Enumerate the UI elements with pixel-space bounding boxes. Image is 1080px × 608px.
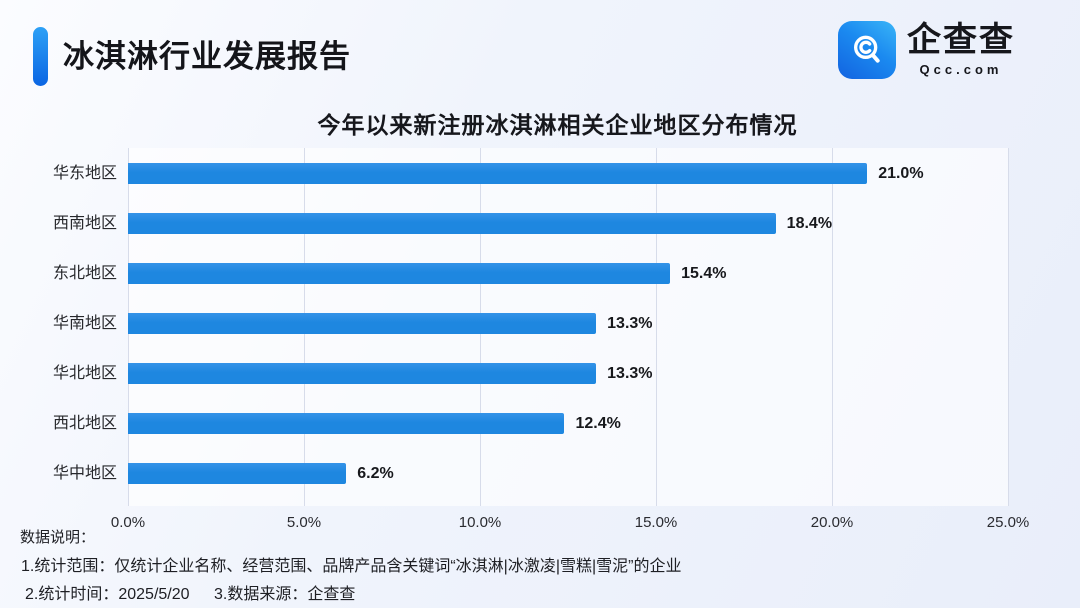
qcc-logo: 企查查 Qcc.com xyxy=(838,21,1015,79)
bar-value-label: 6.2% xyxy=(357,465,394,482)
x-tick-label: 15.0% xyxy=(634,514,678,531)
x-tick-label: 25.0% xyxy=(986,514,1030,531)
grid-line xyxy=(1008,148,1009,506)
data-note-2: 2.统计时间：2025/5/20 3.数据来源：企查查 xyxy=(25,580,355,604)
bar-category-label: 东北地区 xyxy=(52,265,117,282)
bar-category-label: 西北地区 xyxy=(52,415,117,432)
x-tick-label: 0.0% xyxy=(110,514,146,531)
bar xyxy=(128,213,776,234)
data-note-2-time: 2.统计时间：2025/5/20 xyxy=(25,586,190,603)
bar-value-label: 18.4% xyxy=(786,215,833,232)
bar-value-label: 13.3% xyxy=(607,365,653,382)
logo-name: 企查查 xyxy=(907,21,1015,60)
chart-title: 今年以来新注册冰淇淋相关企业地区分布情况 xyxy=(317,112,798,138)
title-accent-bar xyxy=(33,27,48,86)
bar xyxy=(128,263,671,284)
bar-value-label: 12.4% xyxy=(575,415,621,432)
qcc-logo-text: 企查查 Qcc.com xyxy=(907,21,1015,77)
bar-value-label: 15.4% xyxy=(681,265,727,282)
x-tick-label: 20.0% xyxy=(810,514,854,531)
data-note-heading: 数据说明： xyxy=(20,529,96,546)
bar-value-label: 13.3% xyxy=(607,315,653,332)
report-title: 冰淇淋行业发展报告 xyxy=(63,39,351,74)
bar-chart: 0.0% 5.0% 10.0% 15.0% 20.0% 25.0% 华东地区 21.0% 西南地… xyxy=(0,148,1080,548)
bar xyxy=(128,363,597,384)
bar xyxy=(128,313,597,334)
data-note-1: 1.统计范围：仅统计企业名称、经营范围、品牌产品含关键词“冰淇淋|冰激凌|雪糕|… xyxy=(21,558,682,575)
bar xyxy=(128,163,868,184)
magnifier-icon xyxy=(838,21,896,79)
grid-line xyxy=(832,148,833,506)
bar-category-label: 华南地区 xyxy=(52,315,117,332)
bar-category-label: 华北地区 xyxy=(52,365,117,382)
data-note-2-source: 3.数据来源：企查查 xyxy=(213,586,356,603)
logo-domain: Qcc.com xyxy=(919,61,1003,77)
grid-line xyxy=(656,148,657,506)
x-tick-label: 10.0% xyxy=(458,514,502,531)
bar xyxy=(128,463,347,484)
bar xyxy=(128,413,565,434)
bar-value-label: 21.0% xyxy=(878,165,924,182)
bar-category-label: 华东地区 xyxy=(52,165,117,182)
bar-category-label: 西南地区 xyxy=(52,215,117,232)
bar-category-label: 华中地区 xyxy=(52,465,117,482)
x-tick-label: 5.0% xyxy=(286,514,322,531)
